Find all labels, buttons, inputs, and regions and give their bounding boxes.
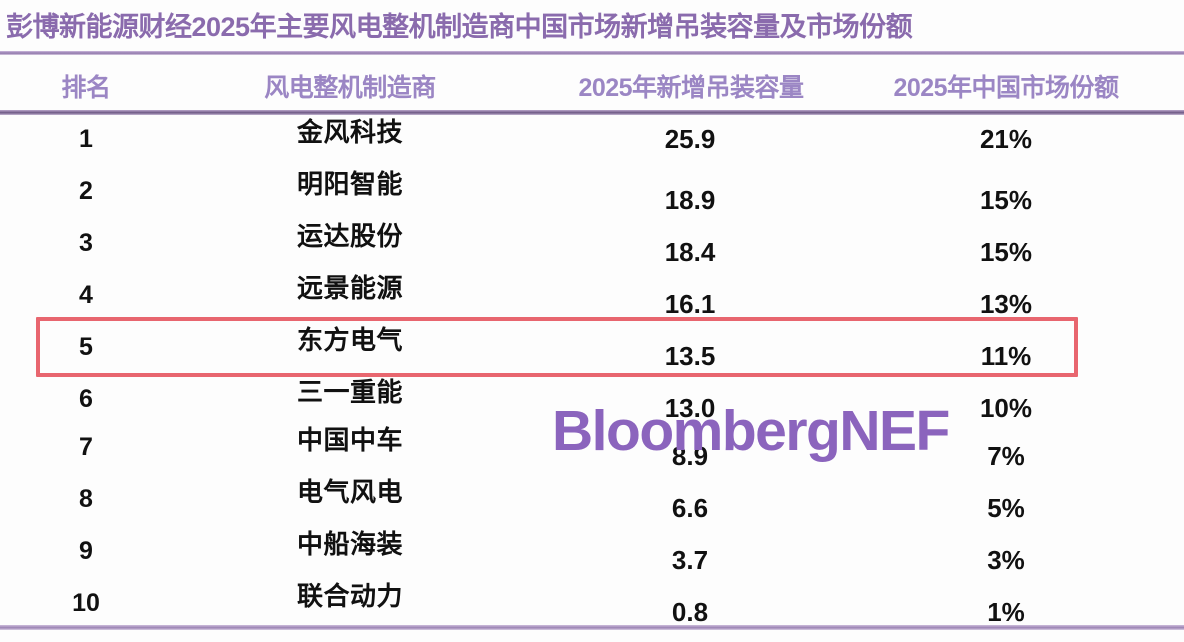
cell-maker: 三一重能: [296, 377, 403, 407]
cell-share: 1%: [987, 597, 1025, 627]
cell-maker: 联合动力: [296, 581, 403, 611]
cell-rank: 9: [79, 537, 93, 565]
cell-rank: 2: [79, 177, 93, 205]
cell-share: 10%: [979, 393, 1033, 423]
cell-maker: 金风科技: [296, 117, 403, 147]
cell-capacity: 18.9: [664, 185, 716, 215]
cell-maker: 电气风电: [296, 477, 403, 507]
table-row: 9 中船海装 3.7 3%: [0, 529, 1184, 575]
title-divider: [0, 51, 1184, 55]
table-bottom-divider: [0, 625, 1184, 630]
cell-rank: 7: [79, 433, 93, 461]
cell-capacity: 3.7: [671, 545, 709, 575]
cell-capacity: 25.9: [664, 124, 716, 154]
cell-capacity: 18.4: [664, 237, 716, 267]
cell-share: 11%: [980, 341, 1032, 371]
page-title: 彭博新能源财经2025年主要风电整机制造商中国市场新增吊装容量及市场份额: [6, 12, 913, 42]
table-row: 3 运达股份 18.4 15%: [0, 221, 1184, 267]
cell-maker: 东方电气: [296, 325, 403, 355]
cell-rank: 3: [79, 229, 93, 257]
column-header-share: 2025年中国市场份额: [893, 74, 1119, 102]
table-row: 6 三一重能 13.0 10%: [0, 377, 1184, 423]
cell-capacity: 6.6: [671, 493, 709, 523]
table-row: 8 电气风电 6.6 5%: [0, 477, 1184, 523]
table-row: 7 中国中车 8.9 7%: [0, 425, 1184, 471]
cell-share: 21%: [979, 124, 1033, 154]
cell-share: 15%: [979, 237, 1033, 267]
table-row: 4 远景能源 16.1 13%: [0, 273, 1184, 319]
cell-share: 3%: [987, 545, 1025, 575]
cell-rank: 1: [79, 125, 93, 153]
column-header-capacity: 2025年新增吊装容量: [578, 74, 804, 102]
cell-maker: 明阳智能: [296, 169, 403, 199]
column-header-rank: 排名: [61, 74, 111, 102]
cell-capacity: 13.5: [664, 341, 716, 371]
table-row: 2 明阳智能 18.9 15%: [0, 169, 1184, 215]
table-row-highlighted: 5 东方电气 13.5 11%: [0, 325, 1184, 371]
cell-rank: 6: [79, 385, 93, 413]
cell-maker: 运达股份: [296, 221, 403, 251]
cell-maker: 中国中车: [296, 425, 403, 455]
cell-rank: 8: [79, 485, 93, 513]
cell-rank: 5: [79, 333, 93, 361]
header-divider: [0, 110, 1184, 115]
table-row: 10 联合动力 0.8 1%: [0, 581, 1184, 627]
cell-maker: 远景能源: [296, 273, 403, 303]
cell-share: 15%: [979, 185, 1033, 215]
cell-rank: 4: [79, 281, 93, 309]
cell-capacity: 8.9: [671, 441, 709, 471]
column-header-maker: 风电整机制造商: [264, 74, 436, 102]
cell-maker: 中船海装: [296, 529, 403, 559]
bloombergnef-watermark: BloombergNEF: [552, 399, 950, 463]
cell-capacity: 13.0: [664, 393, 716, 423]
cell-capacity: 0.8: [671, 597, 709, 627]
cell-rank: 10: [72, 589, 100, 617]
cell-share: 13%: [979, 289, 1033, 319]
cell-share: 7%: [987, 441, 1025, 471]
table-header-row: 排名 风电整机制造商 2025年新增吊装容量 2025年中国市场份额: [0, 70, 1184, 106]
table-row: 1 金风科技 25.9 21%: [0, 117, 1184, 161]
cell-capacity: 16.1: [664, 289, 716, 319]
cell-share: 5%: [987, 493, 1025, 523]
